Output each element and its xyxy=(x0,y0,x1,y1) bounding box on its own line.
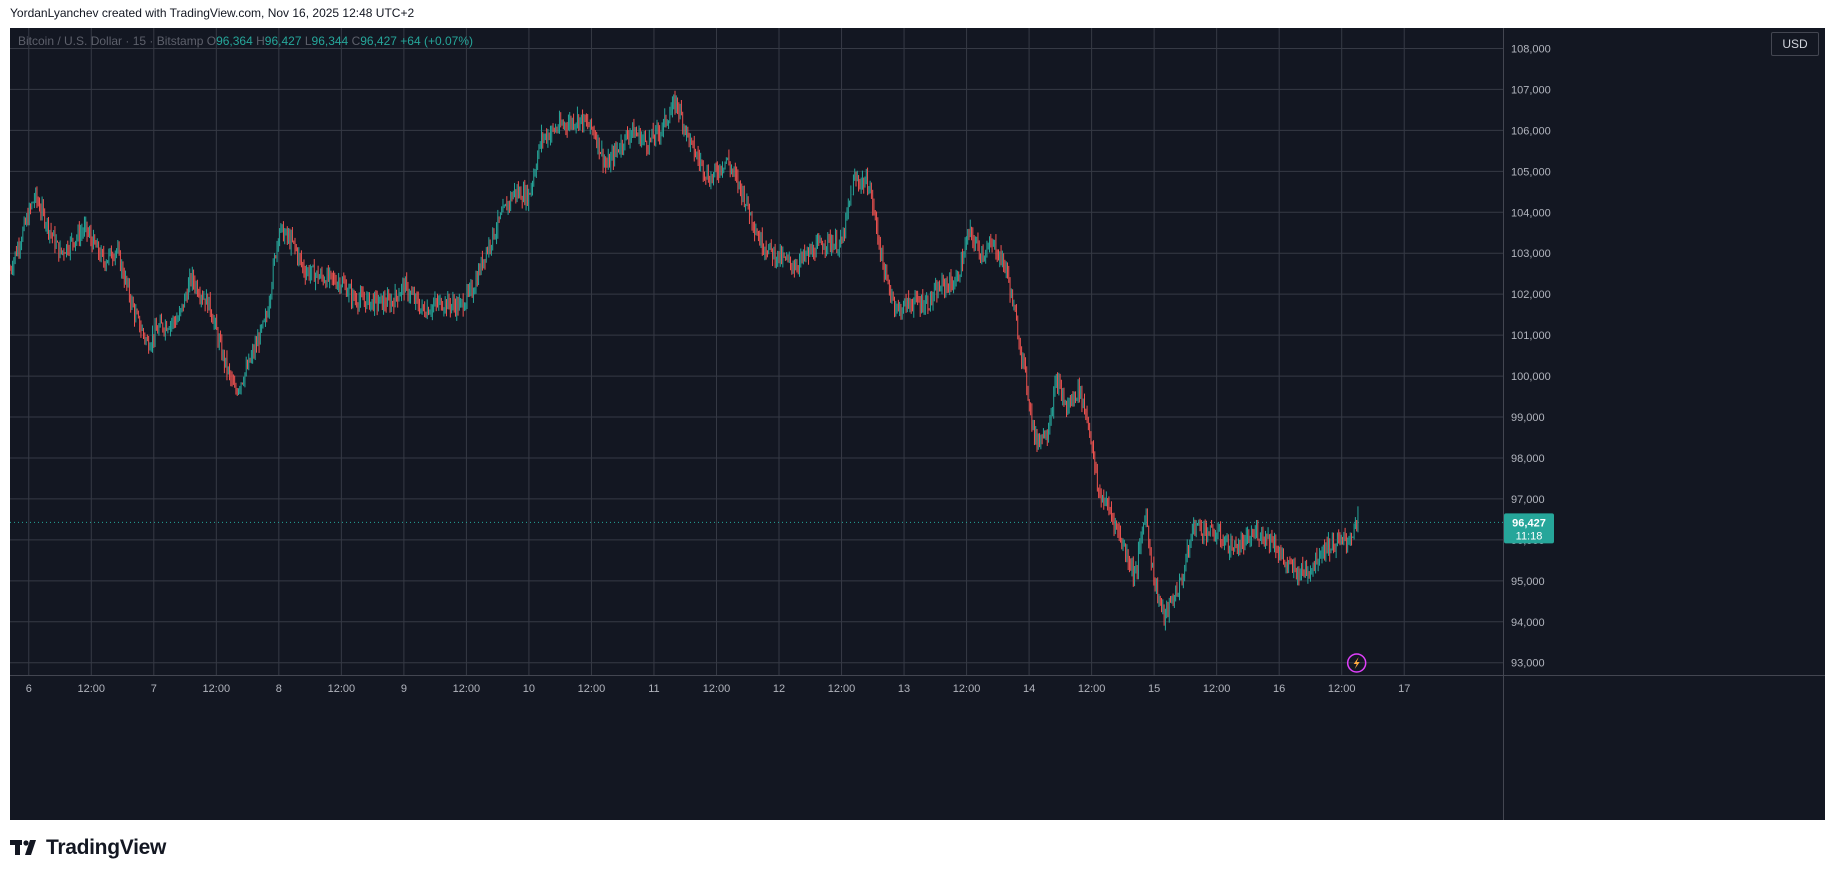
x-tick-label: 11 xyxy=(648,683,659,695)
x-tick-label: 12:00 xyxy=(703,683,731,695)
x-tick-label: 13 xyxy=(898,683,910,695)
y-tick-label: 99,000 xyxy=(1511,412,1545,424)
open-label: O xyxy=(206,34,217,48)
y-tick-label: 95,000 xyxy=(1511,576,1545,588)
x-tick-label: 16 xyxy=(1273,683,1285,695)
change-value: +64 (+0.07%) xyxy=(400,34,474,48)
attribution-text: YordanLyanchev created with TradingView.… xyxy=(10,6,415,20)
y-tick-label: 106,000 xyxy=(1511,125,1551,137)
tradingview-wordmark: TradingView xyxy=(46,836,167,859)
x-tick-label: 9 xyxy=(401,683,407,695)
x-tick-label: 12:00 xyxy=(453,683,481,695)
x-tick-label: 12 xyxy=(773,683,785,695)
y-tick-label: 108,000 xyxy=(1511,43,1551,55)
tradingview-logo[interactable]: TradingView xyxy=(10,836,166,860)
open-value: 96,364 xyxy=(216,34,253,48)
tradingview-logo-icon xyxy=(10,840,36,855)
currency-button[interactable]: USD xyxy=(1771,32,1819,56)
low-label: L xyxy=(304,34,312,48)
last-price-badge xyxy=(1504,513,1554,544)
x-tick-label: 12:00 xyxy=(328,683,356,695)
chart-pane[interactable]: 93,00094,00095,00096,00097,00098,00099,0… xyxy=(10,28,1825,820)
y-tick-label: 94,000 xyxy=(1511,617,1545,629)
y-tick-label: 97,000 xyxy=(1511,494,1545,506)
x-tick-label: 14 xyxy=(1023,683,1035,695)
symbol-name[interactable]: Bitcoin / U.S. Dollar · 15 · Bitstamp xyxy=(18,34,204,48)
x-tick-label: 12:00 xyxy=(203,683,231,695)
x-tick-label: 12:00 xyxy=(1078,683,1106,695)
last-price-countdown: 11:18 xyxy=(1516,530,1543,542)
y-tick-label: 93,000 xyxy=(1511,658,1545,670)
lightning-icon[interactable] xyxy=(1346,653,1367,673)
high-value: 96,427 xyxy=(264,34,302,48)
close-value: 96,427 xyxy=(360,34,397,48)
y-tick-label: 101,000 xyxy=(1511,330,1551,342)
low-value: 96,344 xyxy=(311,34,349,48)
x-tick-label: 7 xyxy=(151,683,157,695)
x-tick-label: 8 xyxy=(276,683,282,695)
y-tick-label: 102,000 xyxy=(1511,289,1551,301)
y-tick-label: 104,000 xyxy=(1511,207,1551,219)
x-tick-label: 12:00 xyxy=(953,683,981,695)
x-tick-label: 6 xyxy=(26,683,32,695)
y-tick-label: 103,000 xyxy=(1511,248,1551,260)
x-tick-label: 12:00 xyxy=(78,683,106,695)
candlestick-chart[interactable]: 93,00094,00095,00096,00097,00098,00099,0… xyxy=(10,28,1825,820)
x-tick-label: 15 xyxy=(1148,683,1160,695)
symbol-legend: Bitcoin / U.S. Dollar · 15 · Bitstamp O9… xyxy=(18,34,473,48)
last-price-value: 96,427 xyxy=(1512,517,1546,529)
close-label: C xyxy=(351,34,361,48)
x-tick-label: 12:00 xyxy=(828,683,856,695)
y-tick-label: 105,000 xyxy=(1511,166,1551,178)
y-tick-label: 100,000 xyxy=(1511,371,1551,383)
x-tick-label: 17 xyxy=(1398,683,1410,695)
x-tick-label: 12:00 xyxy=(1328,683,1356,695)
high-label: H xyxy=(256,34,265,48)
x-tick-label: 10 xyxy=(523,683,535,695)
x-tick-label: 12:00 xyxy=(578,683,606,695)
y-tick-label: 107,000 xyxy=(1511,84,1551,96)
x-tick-label: 12:00 xyxy=(1203,683,1231,695)
y-tick-label: 98,000 xyxy=(1511,453,1545,465)
